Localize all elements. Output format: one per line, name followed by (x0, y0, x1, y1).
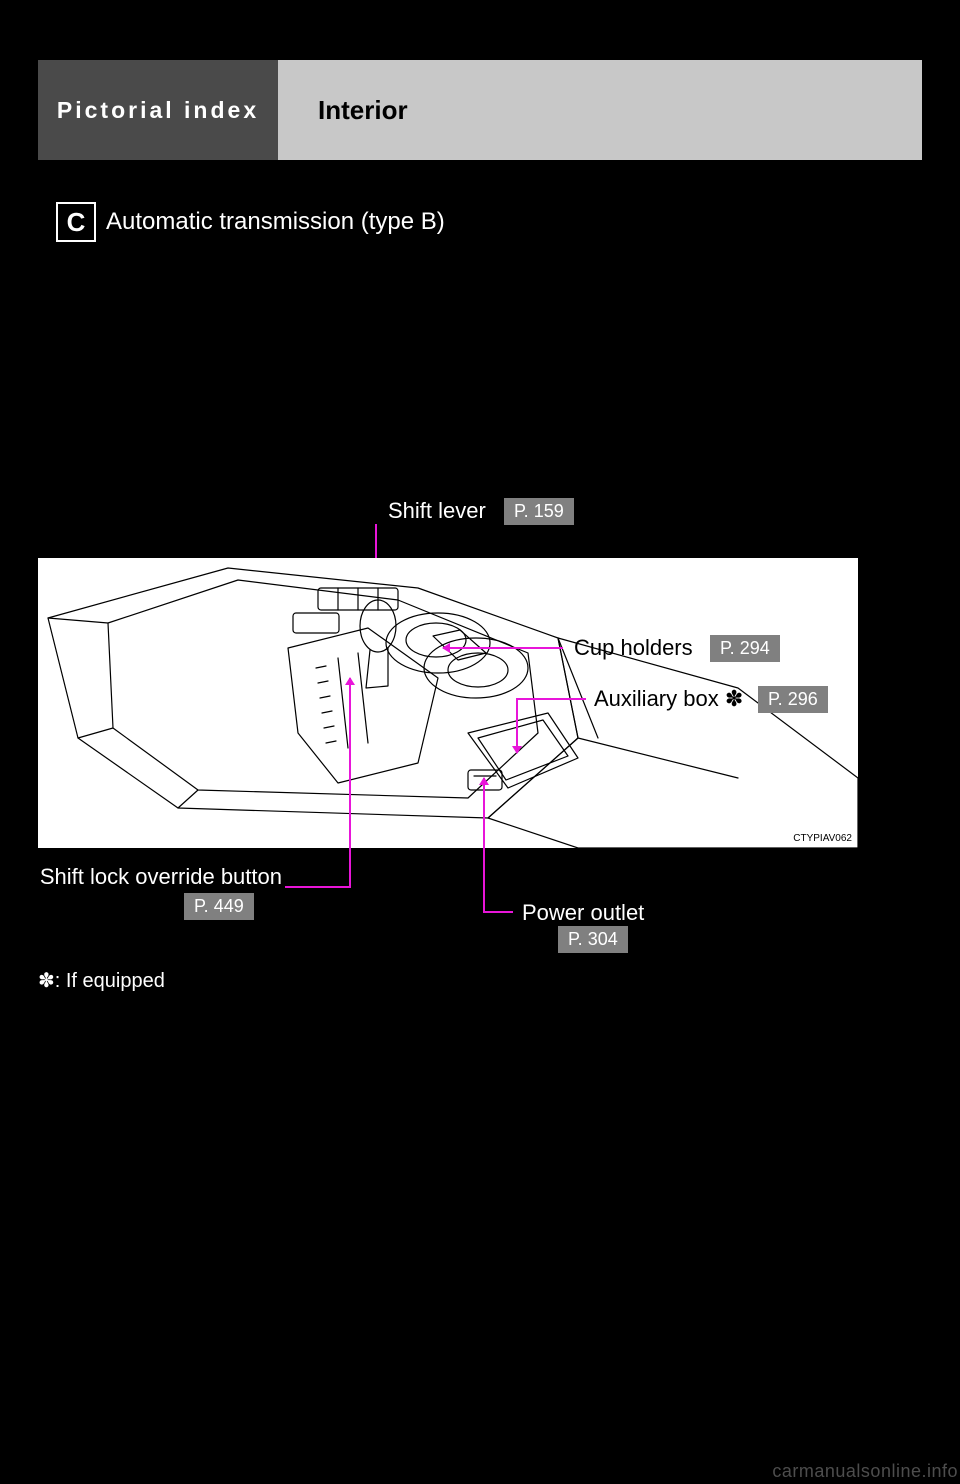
footnote-star: ✽ (38, 970, 55, 992)
arrow-power-outlet-h (483, 911, 513, 913)
tab-interior: Interior (278, 60, 922, 160)
callout-cup-holders-page[interactable]: P. 294 (710, 635, 780, 662)
tab-pictorial-index: Pictorial index (38, 60, 278, 160)
arrow-aux-box-v (516, 698, 518, 753)
arrow-shift-lock-v (349, 678, 351, 888)
callout-aux-box-text: Auxiliary box (594, 686, 719, 711)
arrow-power-outlet-v (483, 778, 485, 913)
callout-shift-lock-page[interactable]: P. 449 (184, 893, 254, 920)
footnote: ✽: If equipped (38, 968, 165, 993)
arrow-cup-holders (443, 647, 563, 649)
figure-area: Shift lever P. 159 (38, 498, 922, 998)
callout-aux-box-label: Auxiliary box ✽ (594, 686, 743, 712)
callout-shift-lever-page[interactable]: P. 159 (504, 498, 574, 525)
callout-shift-lock-label: Shift lock override button (38, 863, 282, 891)
watermark: carmanualsonline.info (772, 1461, 958, 1482)
callout-power-outlet-label: Power outlet (522, 900, 722, 926)
arrow-aux-box-h (516, 698, 586, 700)
callout-shift-lever-label: Shift lever (388, 498, 486, 524)
callout-power-outlet-page[interactable]: P. 304 (558, 926, 628, 953)
callout-aux-box-page[interactable]: P. 296 (758, 686, 828, 713)
section-badge: C (56, 202, 96, 242)
section-label: Automatic transmission (type B) (106, 202, 445, 242)
footnote-text: : If equipped (55, 970, 165, 992)
callout-aux-box-star: ✽ (725, 686, 743, 711)
arrow-shift-lock-h (285, 886, 351, 888)
header-tabs: Pictorial index Interior (38, 60, 922, 160)
callout-cup-holders-label: Cup holders (574, 635, 693, 661)
illustration-code: CTYPIAV062 (793, 833, 852, 844)
